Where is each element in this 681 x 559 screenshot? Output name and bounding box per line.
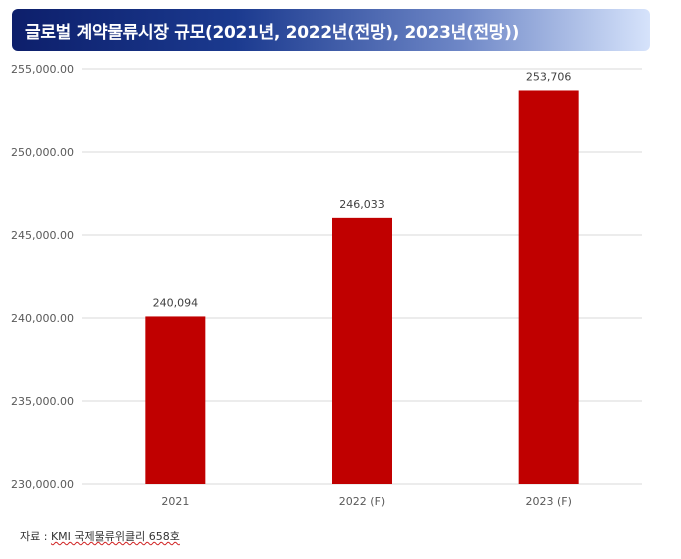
data-label: 240,094	[153, 296, 199, 309]
source-text: KMI 국제물류위클리 658호	[50, 530, 180, 543]
bar-chart: 230,000.00 235,000.00 240,000.00 245,000.00…	[11, 63, 642, 508]
x-tick-label: 2022 (F)	[339, 495, 385, 508]
bar	[145, 316, 206, 484]
bar	[332, 217, 392, 484]
source-prefix: 자료 :	[20, 530, 51, 543]
x-tick-label: 2023 (F)	[525, 495, 571, 508]
data-label: 253,706	[526, 70, 572, 83]
chart-title-bar: 글로벌 계약물류시장 규모(2021년, 2022년(전망), 2023년(전망…	[12, 9, 650, 51]
bar	[518, 90, 579, 484]
x-tick-label: 2021	[161, 495, 189, 508]
y-tick-label: 235,000.00	[11, 395, 74, 408]
y-tick-label: 230,000.00	[11, 478, 74, 491]
y-tick-label: 245,000.00	[11, 229, 74, 242]
source-note: 자료 : KMI 국제물류위클리 658호	[20, 528, 180, 544]
y-tick-label: 250,000.00	[11, 146, 74, 159]
y-tick-label: 255,000.00	[11, 63, 74, 76]
chart-title: 글로벌 계약물류시장 규모(2021년, 2022년(전망), 2023년(전망…	[25, 22, 520, 43]
data-label: 246,033	[339, 198, 385, 211]
y-tick-label: 240,000.00	[11, 312, 74, 325]
